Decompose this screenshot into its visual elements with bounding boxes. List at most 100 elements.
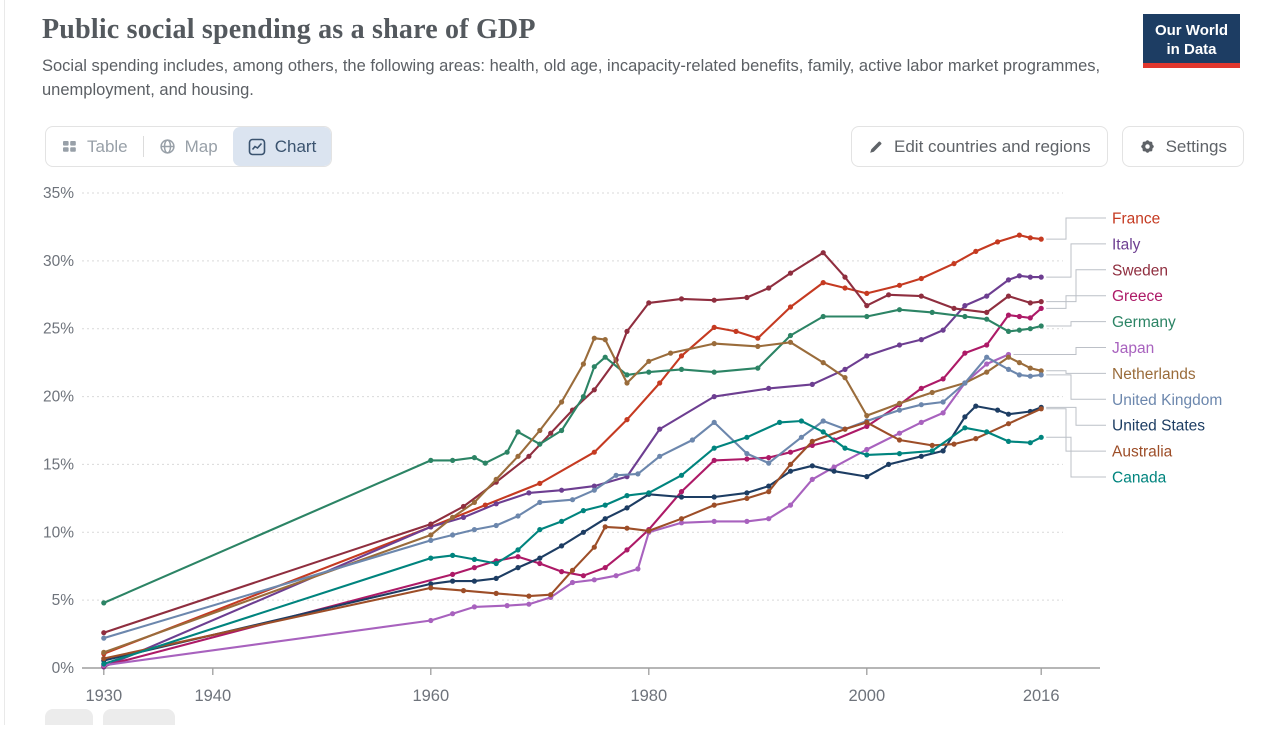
data-point-greece[interactable]: [537, 560, 543, 567]
data-point-united-states[interactable]: [450, 578, 456, 584]
data-point-japan[interactable]: [940, 410, 946, 416]
data-point-united-kingdom[interactable]: [428, 537, 434, 543]
data-point-sweden[interactable]: [787, 270, 794, 276]
timeline-play-stub[interactable]: [45, 709, 93, 725]
data-point-australia[interactable]: [766, 489, 772, 495]
data-point-united-states[interactable]: [766, 483, 772, 489]
data-point-japan[interactable]: [744, 518, 750, 524]
data-point-japan[interactable]: [809, 476, 815, 482]
data-point-japan[interactable]: [918, 419, 924, 425]
data-point-netherlands[interactable]: [428, 532, 434, 538]
data-point-netherlands[interactable]: [493, 476, 499, 482]
data-point-germany[interactable]: [678, 366, 685, 372]
data-point-italy[interactable]: [1027, 274, 1033, 280]
data-point-greece[interactable]: [515, 554, 521, 560]
data-point-australia[interactable]: [1005, 421, 1012, 427]
data-point-sweden[interactable]: [591, 387, 597, 393]
data-point-united-kingdom[interactable]: [471, 527, 477, 533]
data-point-japan[interactable]: [711, 518, 717, 524]
data-point-germany[interactable]: [984, 316, 990, 322]
data-point-germany[interactable]: [1016, 327, 1023, 333]
data-point-germany[interactable]: [962, 313, 968, 320]
data-point-united-kingdom[interactable]: [450, 532, 456, 538]
data-point-canada[interactable]: [559, 518, 565, 524]
data-point-united-kingdom[interactable]: [711, 419, 717, 425]
data-point-united-states[interactable]: [428, 581, 434, 587]
data-point-france[interactable]: [951, 261, 957, 267]
data-point-netherlands[interactable]: [820, 360, 826, 366]
data-point-australia[interactable]: [548, 592, 554, 598]
data-point-germany[interactable]: [602, 354, 608, 360]
data-point-italy[interactable]: [493, 501, 499, 507]
data-point-france[interactable]: [711, 324, 717, 330]
data-point-netherlands[interactable]: [471, 499, 477, 505]
data-point-france[interactable]: [624, 417, 630, 423]
data-point-united-states[interactable]: [995, 407, 1001, 413]
data-point-canada[interactable]: [896, 451, 903, 457]
data-point-france[interactable]: [995, 239, 1001, 245]
data-point-united-kingdom[interactable]: [1016, 372, 1023, 378]
data-point-australia[interactable]: [929, 442, 935, 448]
data-point-australia[interactable]: [526, 593, 532, 599]
data-point-germany[interactable]: [646, 369, 652, 375]
data-point-australia[interactable]: [678, 516, 685, 522]
data-point-united-states[interactable]: [864, 474, 870, 480]
data-point-netherlands[interactable]: [711, 341, 717, 347]
data-point-united-states[interactable]: [886, 461, 892, 467]
legend-label-united-states[interactable]: United States: [1112, 418, 1205, 435]
data-point-netherlands[interactable]: [591, 335, 597, 341]
data-point-australia[interactable]: [101, 655, 107, 662]
data-point-greece[interactable]: [580, 573, 587, 579]
data-point-canada[interactable]: [515, 547, 521, 553]
data-point-italy[interactable]: [559, 487, 565, 493]
data-point-sweden[interactable]: [678, 296, 685, 302]
data-point-germany[interactable]: [580, 394, 587, 400]
data-point-france[interactable]: [918, 275, 924, 282]
data-point-italy[interactable]: [896, 342, 903, 348]
data-point-sweden[interactable]: [886, 292, 892, 298]
data-point-united-kingdom[interactable]: [493, 522, 499, 529]
data-point-sweden[interactable]: [744, 294, 750, 301]
data-point-germany[interactable]: [896, 307, 903, 313]
data-point-italy[interactable]: [984, 293, 990, 299]
data-point-canada[interactable]: [1005, 438, 1012, 444]
series-line-greece[interactable]: [103, 307, 1042, 668]
data-point-united-states[interactable]: [537, 555, 543, 561]
data-point-netherlands[interactable]: [580, 361, 587, 367]
legend-label-united-kingdom[interactable]: United Kingdom: [1112, 392, 1222, 409]
data-point-united-states[interactable]: [809, 463, 815, 469]
data-point-germany[interactable]: [504, 449, 510, 455]
legend-label-netherlands[interactable]: Netherlands: [1112, 366, 1196, 383]
data-point-sweden[interactable]: [918, 293, 924, 299]
data-point-sweden[interactable]: [646, 300, 652, 306]
series-line-sweden[interactable]: [103, 251, 1042, 634]
data-point-canada[interactable]: [624, 493, 630, 499]
data-point-greece[interactable]: [711, 457, 717, 463]
data-point-germany[interactable]: [787, 332, 794, 339]
data-point-france[interactable]: [787, 304, 794, 310]
data-point-france[interactable]: [657, 380, 663, 386]
data-point-australia[interactable]: [428, 585, 434, 591]
data-point-canada[interactable]: [777, 419, 783, 425]
data-point-greece[interactable]: [940, 376, 946, 382]
data-point-japan[interactable]: [635, 566, 641, 572]
data-point-netherlands[interactable]: [929, 389, 935, 396]
data-point-germany[interactable]: [450, 457, 456, 463]
data-point-italy[interactable]: [809, 381, 815, 387]
data-point-united-states[interactable]: [711, 494, 717, 500]
data-point-greece[interactable]: [1027, 315, 1033, 321]
data-point-united-states[interactable]: [624, 505, 630, 511]
data-point-greece[interactable]: [471, 565, 477, 571]
data-point-greece[interactable]: [1038, 305, 1044, 311]
data-point-greece[interactable]: [678, 489, 685, 495]
data-point-sweden[interactable]: [984, 309, 990, 315]
data-point-united-kingdom[interactable]: [613, 472, 619, 478]
data-point-greece[interactable]: [624, 547, 630, 553]
data-point-canada[interactable]: [962, 425, 968, 431]
data-point-greece[interactable]: [1016, 313, 1023, 320]
data-point-canada[interactable]: [428, 555, 434, 561]
data-point-germany[interactable]: [101, 600, 107, 606]
data-point-united-states[interactable]: [678, 494, 685, 500]
data-point-united-kingdom[interactable]: [918, 402, 924, 408]
series-line-japan[interactable]: [103, 353, 1009, 667]
